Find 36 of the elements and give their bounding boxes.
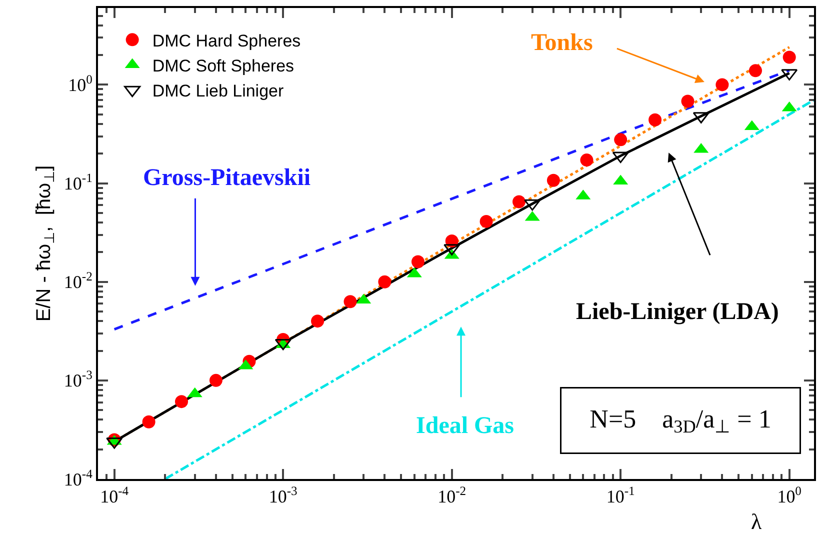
- y-tick-label: 10$^{-4}$: [64, 466, 94, 490]
- y-tick-label: 10$^{-2}$: [64, 270, 92, 292]
- point: [748, 64, 762, 78]
- point: [681, 94, 694, 108]
- x-tick-label: 10$^{-1}$: [606, 484, 635, 507]
- point: [546, 174, 560, 187]
- legend-label: DMC Lieb Liniger: [152, 82, 284, 101]
- x-axis-title: λ: [751, 509, 762, 534]
- legend-label: DMC Soft Spheres: [152, 56, 294, 76]
- y-tick-label: 10$^{-3}$: [64, 368, 92, 391]
- point: [614, 133, 628, 146]
- point: [716, 78, 729, 92]
- point: [580, 154, 594, 167]
- annotation: Gross-Pitaevskii: [143, 165, 311, 191]
- annotation: Lieb-Liniger (LDA): [576, 299, 779, 325]
- point: [175, 395, 188, 408]
- x-tick-label: 10$^{-2}$: [438, 484, 466, 507]
- point: [344, 295, 357, 308]
- y-tick-label: 10$^{0}$: [68, 72, 92, 96]
- point: [411, 255, 424, 268]
- annotation: N=5 a$_{3D}$/a$_{⊥}$ = 1: [590, 404, 772, 437]
- point: [480, 214, 493, 228]
- point: [209, 374, 222, 387]
- point: [378, 275, 392, 288]
- x-tick-label: 10$^{0}$: [777, 484, 802, 507]
- legend-label: DMC Hard Spheres: [152, 31, 301, 50]
- y-tick-label: 10$^{-1}$: [64, 171, 92, 194]
- x-tick-label: 10$^{-3}$: [268, 484, 298, 507]
- x-tick-label: 10$^{-4}$: [100, 484, 130, 507]
- point: [311, 314, 324, 328]
- point: [512, 195, 526, 208]
- point: [782, 50, 796, 64]
- annotation: Ideal Gas: [416, 413, 514, 439]
- point: [648, 113, 662, 126]
- point: [142, 415, 156, 428]
- annotation: Tonks: [531, 30, 593, 56]
